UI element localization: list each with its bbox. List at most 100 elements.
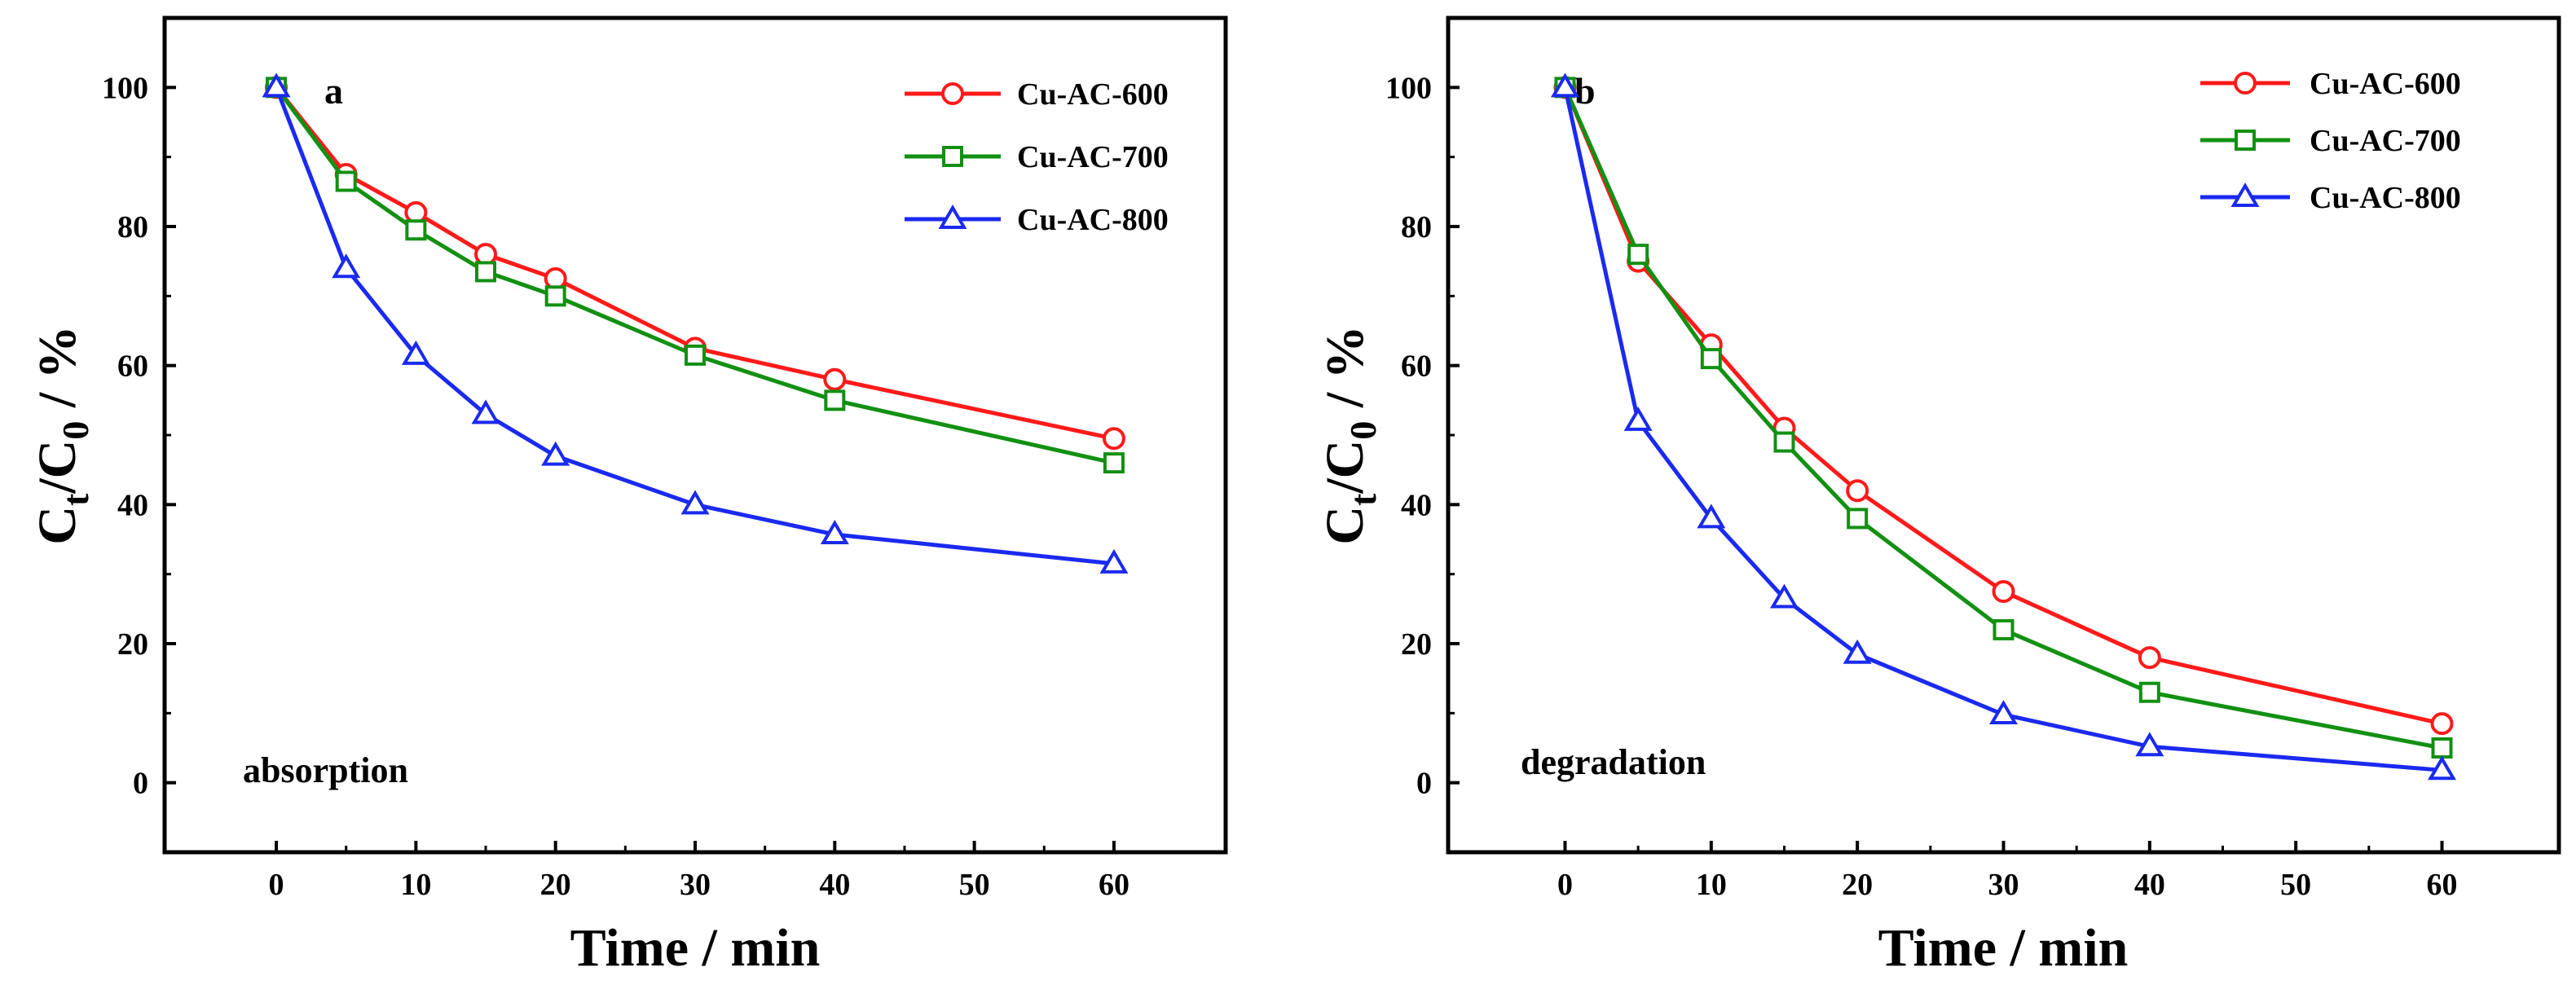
y-axis-title-part: /C <box>28 440 87 495</box>
data-point <box>475 261 497 283</box>
x-tick-label: 60 <box>1099 868 1129 902</box>
data-point <box>401 340 430 365</box>
data-point <box>680 490 710 515</box>
panel-annotation: degradation <box>1521 742 1706 782</box>
panel-annotation: absorption <box>243 750 408 790</box>
data-point <box>1993 618 2015 640</box>
series-cu-ac-800 <box>1550 73 2457 781</box>
x-tick-label: 50 <box>959 868 990 902</box>
y-tick-label: 80 <box>117 210 148 244</box>
data-point <box>2138 646 2161 670</box>
y-axis-title-part: C <box>28 506 87 545</box>
y-tick-label: 40 <box>1401 488 1432 522</box>
x-tick-label: 0 <box>1557 868 1573 902</box>
data-point <box>335 170 357 192</box>
data-point <box>1700 348 1722 370</box>
series-cu-ac-600 <box>265 76 1125 451</box>
data-point <box>2431 737 2453 759</box>
data-point <box>332 253 361 279</box>
data-point <box>685 344 706 366</box>
data-point <box>1550 73 1579 98</box>
panel-letter: b <box>1574 70 1596 112</box>
y-tick-label: 60 <box>117 350 148 384</box>
x-tick-label: 20 <box>1842 868 1873 902</box>
legend-marker <box>942 146 963 167</box>
y-tick-label: 0 <box>1416 767 1432 801</box>
legend-marker <box>2235 130 2256 151</box>
y-axis-title-part: 0 <box>55 421 96 440</box>
legend: Cu-AC-600 Cu-AC-700 Cu-AC-800 <box>2200 67 2461 215</box>
data-point <box>1697 504 1726 529</box>
data-point <box>2430 712 2454 736</box>
legend-label: Cu-AC-800 <box>2310 181 2461 215</box>
x-tick-label: 0 <box>269 868 284 902</box>
data-point <box>1773 431 1795 453</box>
x-tick-label: 10 <box>400 868 431 902</box>
x-tick-label: 60 <box>2427 868 2458 902</box>
x-tick-label: 40 <box>819 868 850 902</box>
legend-marker <box>941 82 964 105</box>
data-point <box>541 441 570 466</box>
legend-label: Cu-AC-600 <box>1017 77 1169 112</box>
data-point <box>1989 700 2018 725</box>
y-tick-label: 20 <box>117 627 148 662</box>
y-axis-title-part: / % <box>1315 325 1375 420</box>
x-tick-label: 30 <box>1988 868 2019 902</box>
data-point <box>405 219 427 241</box>
data-point <box>823 367 847 391</box>
data-point <box>824 389 846 411</box>
data-point <box>1770 583 1799 609</box>
series-line <box>275 86 1115 465</box>
y-axis-title-part: 0 <box>1342 421 1384 440</box>
legend-marker <box>2230 183 2260 207</box>
y-axis-title-part: /C <box>1315 440 1375 495</box>
data-point <box>1992 580 2015 603</box>
data-point <box>820 520 849 545</box>
data-point <box>1843 639 1872 664</box>
data-point <box>262 73 291 98</box>
legend-label: Cu-AC-800 <box>1017 203 1169 237</box>
y-tick-label: 100 <box>102 71 148 105</box>
x-tick-label: 20 <box>540 868 571 902</box>
x-tick-label: 10 <box>1696 868 1727 902</box>
y-axis-title-part: t <box>1342 493 1384 506</box>
data-point <box>1846 479 1869 503</box>
y-axis-title: Ct/C0 / % <box>28 325 96 544</box>
series-line <box>274 86 1115 566</box>
series-line <box>1563 86 2442 772</box>
y-tick-label: 40 <box>117 488 148 522</box>
data-point <box>1627 244 1649 266</box>
data-point <box>1102 427 1125 451</box>
data-point <box>1099 548 1129 574</box>
data-point <box>1103 452 1125 474</box>
legend-label: Cu-AC-700 <box>2310 124 2461 158</box>
panel-letter: a <box>324 70 343 112</box>
x-axis-title: Time / min <box>1878 918 2129 978</box>
y-axis-title-part: / % <box>28 325 87 420</box>
data-point <box>2138 681 2160 703</box>
series-line <box>1563 86 2442 750</box>
data-point <box>544 285 566 307</box>
data-point <box>2428 755 2457 781</box>
series-cu-ac-800 <box>262 73 1129 574</box>
data-point <box>471 399 500 424</box>
y-axis-title-part: C <box>1315 506 1375 545</box>
series-line <box>275 86 1115 441</box>
y-tick-label: 80 <box>1401 210 1432 244</box>
x-tick-label: 40 <box>2134 868 2165 902</box>
legend-marker <box>938 205 967 229</box>
y-tick-label: 0 <box>133 767 148 801</box>
y-tick-label: 100 <box>1385 71 1432 105</box>
x-tick-label: 50 <box>2280 868 2311 902</box>
legend-label: Cu-AC-700 <box>1017 140 1169 174</box>
y-tick-label: 20 <box>1401 627 1432 662</box>
data-point <box>1623 406 1653 431</box>
x-axis-title: Time / min <box>570 918 821 978</box>
data-point <box>2135 732 2164 757</box>
legend-marker <box>2234 72 2257 95</box>
x-tick-label: 30 <box>680 868 711 902</box>
y-tick-label: 60 <box>1401 350 1432 384</box>
